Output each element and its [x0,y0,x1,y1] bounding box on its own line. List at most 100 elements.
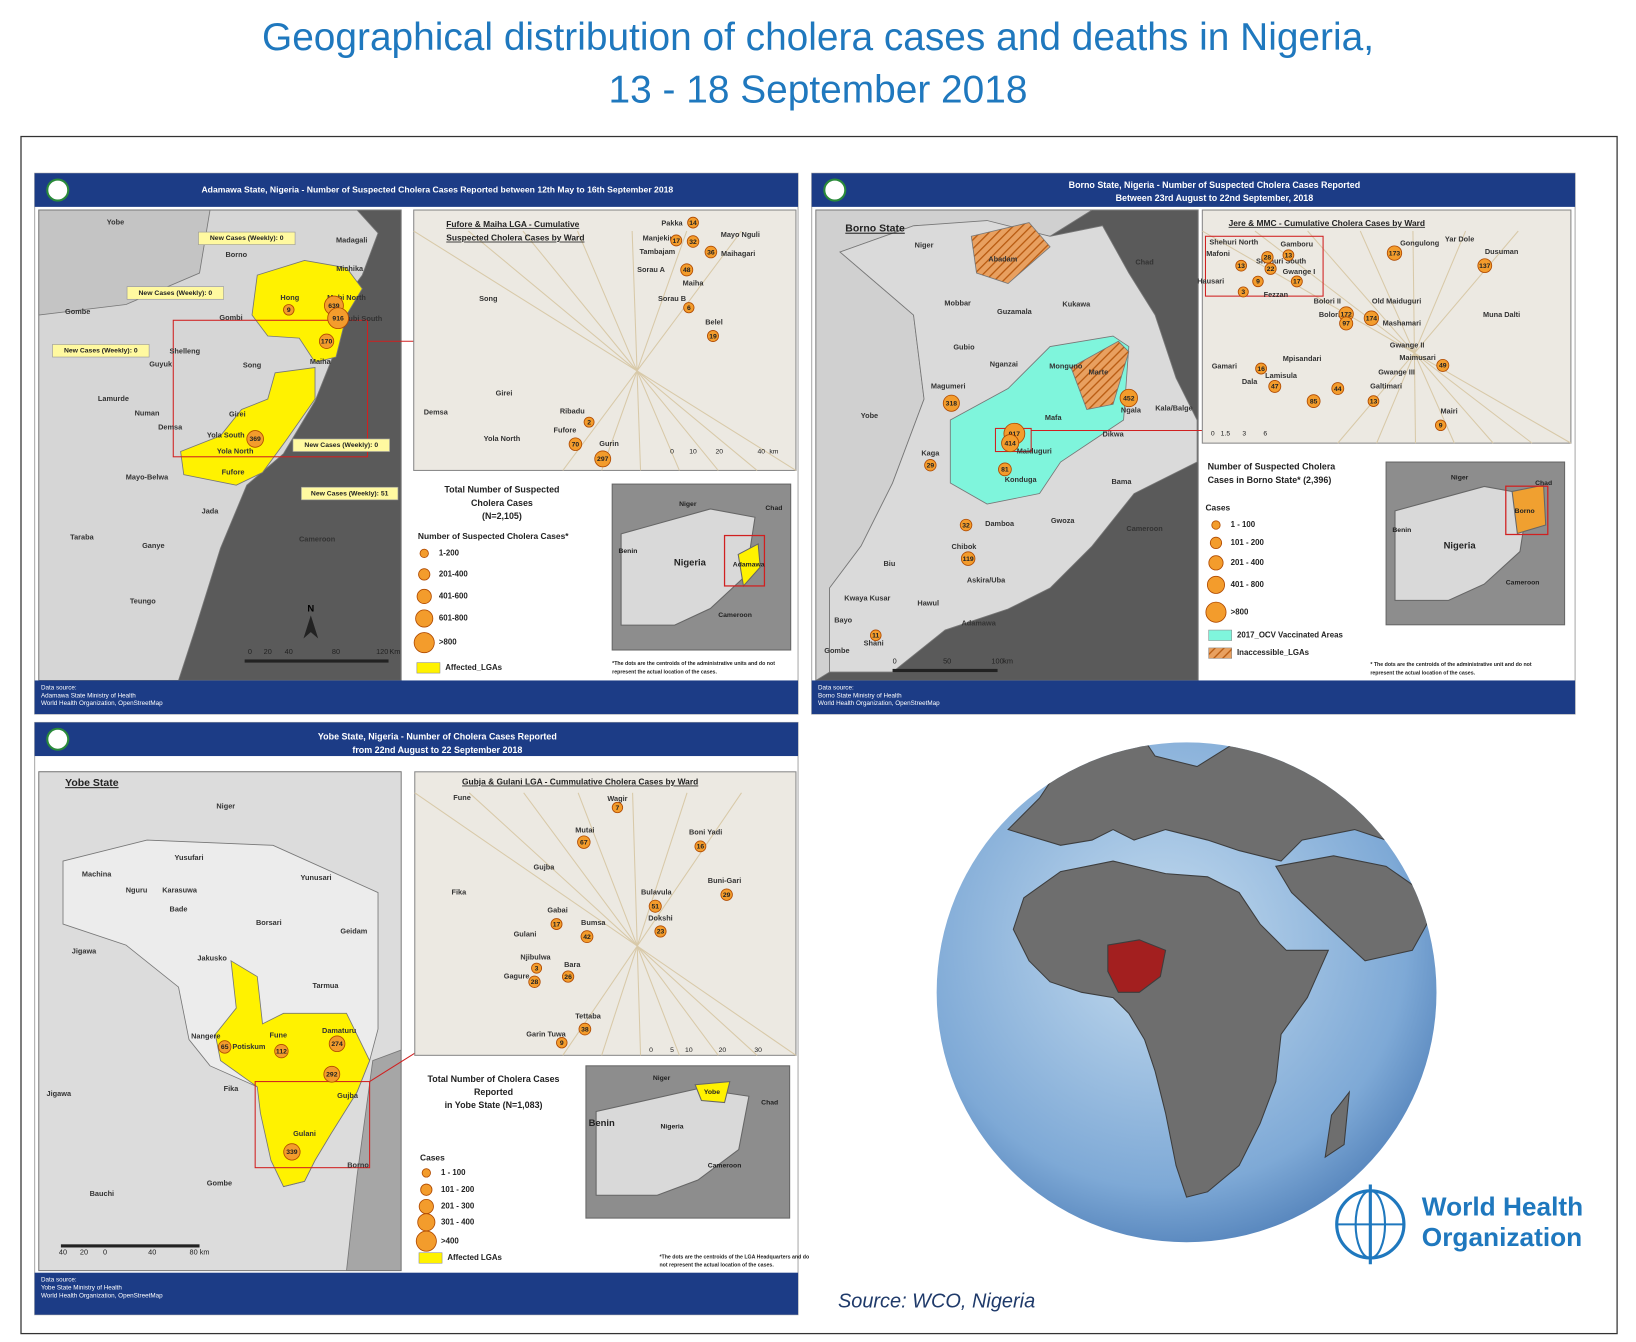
locator-label: Nigeria [1444,541,1477,552]
zoom-link [369,1052,416,1083]
ward-dot-label: 137 [1479,263,1491,270]
ward-label: Tettaba [575,1011,601,1020]
footer-text: Data source: [41,684,77,691]
place-label: Jigawa [47,1089,72,1098]
place-label: Kwaya Kusar [844,593,890,602]
legend-label: 201-400 [439,569,468,578]
inset-map [413,209,797,471]
place-label: Shani [864,639,884,648]
inset-title: Gubja & Gulani LGA - Cummulative Cholera… [462,777,698,787]
place-label: Damboa [985,519,1015,528]
region [214,960,371,1188]
place-label: Bama [1111,477,1132,486]
ward-dot [528,975,541,988]
callout-box [198,231,296,245]
ward-label: Gagure [504,972,530,981]
ward-dot [1235,259,1248,272]
panel-footer [811,680,1576,715]
legend-title: Total Number of Suspected [444,485,559,495]
place-label: Yusufari [175,853,204,862]
place-label: Niger [216,801,235,810]
ward-dot [1386,245,1403,261]
case-dot-label: 452 [1123,395,1135,402]
legend-subtitle: Number of Suspected Cholera Cases* [418,531,569,541]
scale-label: 120 [376,647,388,656]
panel-title: from 22nd August to 22 September 2018 [352,745,522,755]
place-label: Magumeri [931,381,966,390]
locator-label: Cameroon [708,1162,742,1169]
case-dot [283,304,295,316]
globe [936,742,1437,1243]
place-label: Gujba [337,1091,359,1100]
legend-label: 1 - 100 [441,1168,466,1177]
ward-label: Gamboru [1281,240,1314,249]
case-dot [1119,388,1138,408]
ward-label: Gujba [534,862,556,871]
place-label: Nguru [126,885,148,894]
ward-label: Gurin [599,439,619,448]
scale-label: 10 [689,448,697,455]
scale-label: km [769,448,778,455]
ward-dot-label: 32 [689,239,697,246]
footer-text: World Health Organization, OpenStreetMap [818,700,940,707]
place-label: Bayo [834,616,852,625]
ward-dot [580,930,594,944]
scale-bar [60,1244,200,1248]
zoom-frame [172,319,369,458]
ward-dot-label: 9 [1256,279,1260,286]
ward-label: Ribadu [560,407,585,416]
ward-dot [578,1022,592,1036]
ward-dot-label: 36 [707,249,715,256]
legend-symbol [1209,536,1223,549]
inset-title: Fufore & Maiha LGA - Cumulative [446,219,579,229]
place-label: Borno [347,1161,369,1170]
map-panel: Adamawa State, Nigeria - Number of Suspe… [34,172,799,715]
footnote: *The dots are the centroids of the admin… [612,661,775,667]
place-label: Yola South [207,431,245,440]
inset-map [414,771,797,1056]
panel-title: Adamawa State, Nigeria - Number of Suspe… [201,184,673,194]
scale-label: 30 [754,1047,762,1054]
place-label: Teungo [130,597,156,606]
ward-label: Sorau A [637,265,666,274]
locator-nigeria [620,508,756,626]
ward-label: Bulavula [641,888,673,897]
ward-dot-label: 297 [597,456,609,463]
road [562,792,742,1056]
case-dot-label: 170 [321,339,333,346]
case-dot [318,333,335,349]
ward-label: Gamari [1212,361,1237,370]
case-dot-label: 9 [287,307,291,314]
ward-dot [704,245,718,259]
ward-label: Mairi [1441,407,1458,416]
ward-dot [1261,251,1274,264]
place-label: Niger [915,241,934,250]
ward-dot [720,888,733,901]
locator-label: Chad [1535,480,1552,487]
legend-label: >400 [441,1236,459,1245]
place-label: Gwoza [1051,516,1076,525]
ward-label: Bolori II [1314,296,1341,305]
place-label: Mubi South [342,314,382,323]
legend-symbol [420,1183,433,1196]
scale-bar [892,668,998,673]
scale-label: 0 [1211,430,1215,437]
place-label: Girei [229,410,246,419]
ward-dot [583,416,595,428]
place-label: Marte [1089,368,1109,377]
ward-dot-label: 16 [1257,366,1265,373]
footer-text: World Health Organization, OpenStreetMap [41,1292,163,1299]
ward-label: Bumsa [581,918,606,927]
map-title: Borno State [845,223,905,235]
locator-state [694,1080,731,1104]
madagascar [1324,1090,1351,1159]
place-label: Gubio [953,343,975,352]
ward-label: Old Maiduguri [1372,296,1421,305]
place-label: Yobe [861,411,878,420]
case-dot-label: 274 [331,1041,343,1048]
ward-label: Maiha [683,278,705,287]
ward-label: Fika [452,888,468,897]
case-dot-label: 112 [276,1048,287,1055]
case-dot [924,459,937,472]
ward-dot [531,962,543,974]
